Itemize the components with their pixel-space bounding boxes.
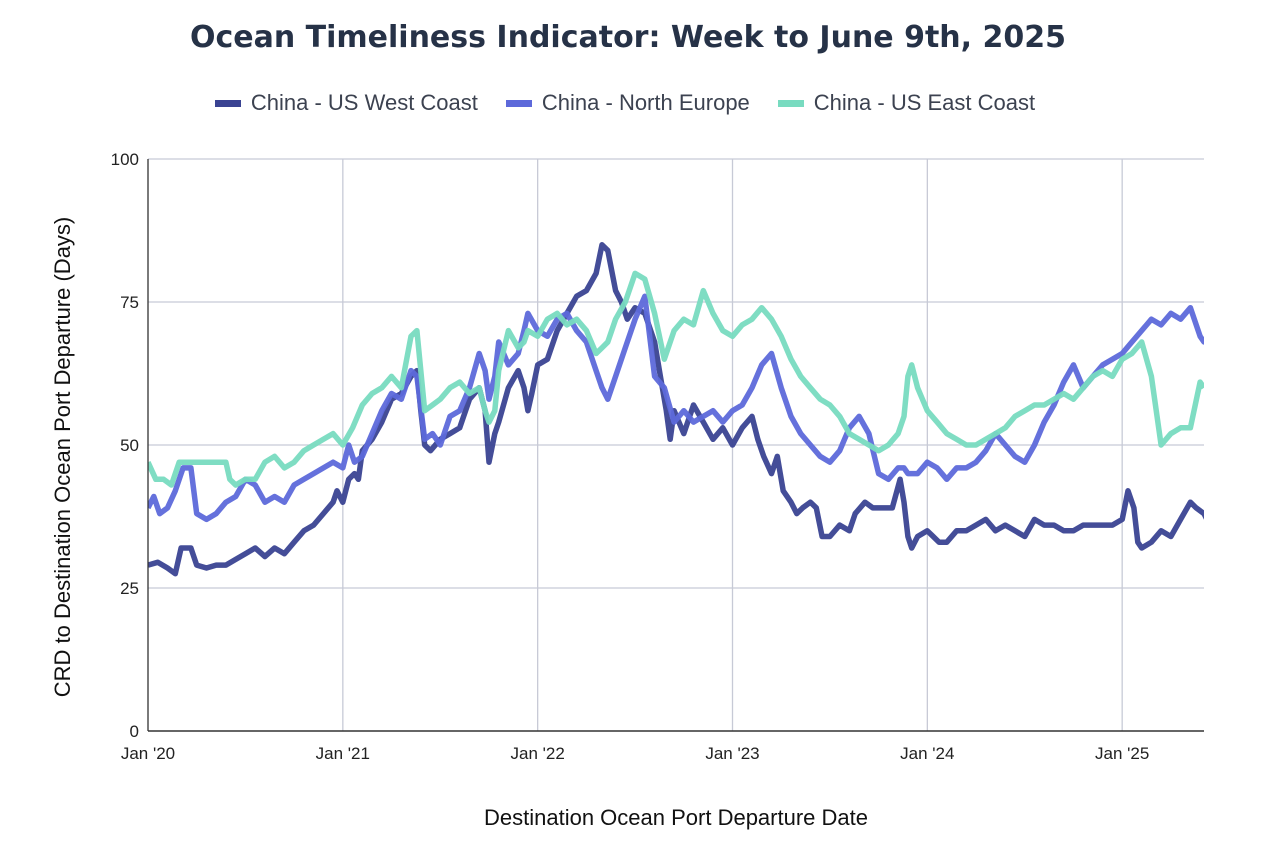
legend-swatch-us-east-coast — [777, 99, 804, 107]
legend-label-north-europe: China - North Europe — [541, 90, 750, 115]
legend: China - US West Coast China - North Euro… — [0, 90, 1250, 116]
x-tick-label: Jan '23 — [705, 744, 759, 763]
axes: 0 25 50 75 100 Jan '20 Jan '21 Jan '22 Jan '23 Ja… — [111, 150, 1204, 763]
legend-item-north-europe[interactable]: China - North Europe — [505, 90, 750, 116]
y-tick-label: 75 — [120, 293, 139, 312]
grid — [148, 158, 1204, 731]
x-tick-label: Jan '22 — [511, 744, 565, 763]
legend-label-us-east-coast: China - US East Coast — [813, 90, 1036, 115]
series-lines — [148, 242, 1204, 577]
y-tick-label: 0 — [130, 722, 139, 741]
y-tick-label: 100 — [111, 150, 139, 169]
legend-label-us-west-coast: China - US West Coast — [250, 90, 478, 115]
series-line-us-west-coast — [148, 242, 1204, 577]
legend-item-us-west-coast[interactable]: China - US West Coast — [214, 90, 478, 116]
x-tick-label: Jan '25 — [1095, 744, 1149, 763]
legend-swatch-us-west-coast — [214, 99, 241, 107]
x-tick-label: Jan '24 — [900, 744, 954, 763]
y-tick-label: 50 — [120, 436, 139, 455]
series-line-us-east-coast — [148, 270, 1204, 488]
series-line-north-europe — [148, 293, 1204, 523]
x-tick-label: Jan '20 — [121, 744, 175, 763]
y-tick-label: 25 — [120, 579, 139, 598]
legend-item-us-east-coast[interactable]: China - US East Coast — [777, 90, 1036, 116]
y-axis-title: CRD to Destination Ocean Port Departure … — [50, 217, 75, 698]
x-axis-title: Destination Ocean Port Departure Date — [484, 805, 868, 830]
legend-swatch-north-europe — [505, 99, 532, 107]
chart-title: Ocean Timeliness Indicator: Week to June… — [189, 20, 1067, 55]
x-tick-label: Jan '21 — [316, 744, 370, 763]
